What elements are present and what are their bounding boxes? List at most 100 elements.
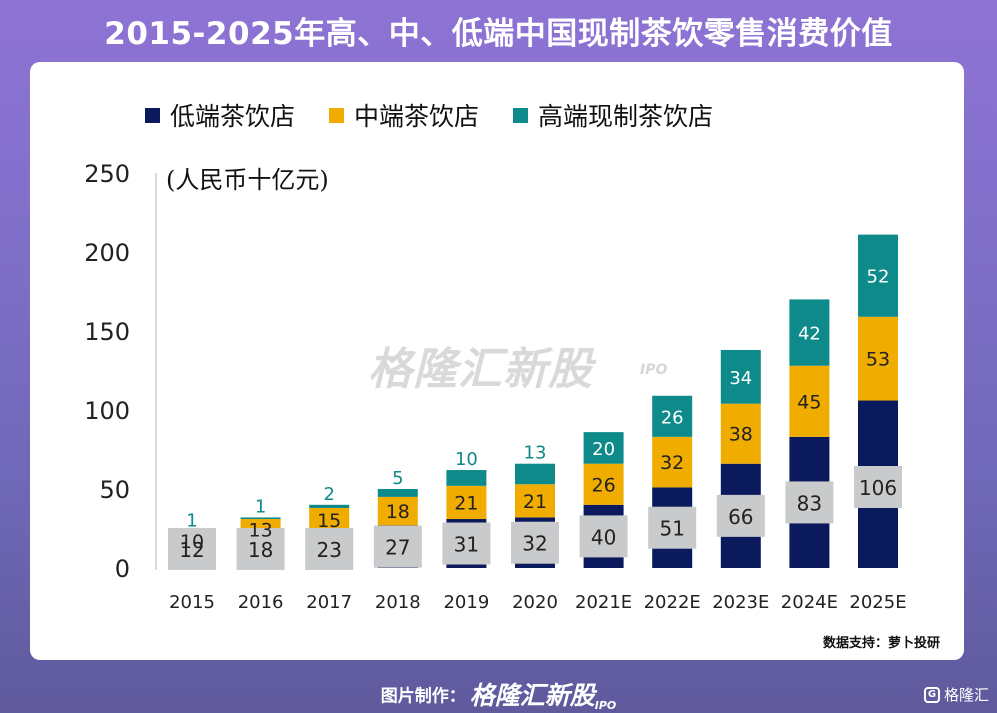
data-label-low: 51	[659, 517, 684, 541]
y-tick-label: 200	[84, 239, 130, 267]
bar-segment	[858, 234, 898, 317]
corner-logo: G 格隆汇	[923, 684, 989, 705]
data-label-high: 2	[323, 484, 334, 505]
footer-label: 图片制作：	[380, 686, 466, 707]
bar-segment	[515, 463, 555, 485]
y-tick-label: 250	[84, 160, 130, 188]
data-label-low: 23	[316, 538, 341, 562]
data-label-mid: 45	[797, 391, 821, 413]
x-tick-label: 2023E	[712, 592, 769, 613]
page-title: 2015-2025年高、中、低端中国现制茶饮零售消费价值	[104, 16, 893, 52]
bar-segment	[377, 489, 418, 497]
data-label-mid: 21	[454, 492, 478, 514]
data-label-box	[236, 528, 285, 570]
legend-label-high: 高端现制茶饮店	[538, 102, 714, 131]
data-label-low: 66	[728, 505, 753, 529]
x-tick-label: 2018	[375, 592, 421, 613]
data-label-high: 26	[661, 407, 684, 428]
data-label-mid: 38	[729, 424, 753, 446]
x-tick-label: 2021E	[575, 592, 632, 613]
footer-brand: 格隆汇新股	[469, 681, 595, 710]
data-label-mid: 53	[866, 349, 890, 371]
brand-logo-icon: G	[923, 686, 940, 703]
data-label-mid: 18	[386, 501, 410, 523]
bar-segment	[858, 316, 898, 401]
bar-segment	[720, 349, 761, 404]
bar-segment	[446, 485, 487, 520]
bar-segment	[446, 470, 487, 486]
data-label-mid: 13	[249, 519, 273, 541]
legend-swatch-mid	[329, 107, 345, 123]
x-tick-label: 2016	[238, 592, 284, 613]
data-label-mid: 15	[317, 510, 341, 532]
chart-legend: 低端茶饮店 中端茶饮店 高端现制茶饮店	[145, 97, 747, 133]
data-label-low: 18	[248, 538, 273, 562]
y-tick-label: 50	[99, 476, 130, 504]
data-label-high: 20	[592, 439, 615, 460]
footer: 图片制作： 格隆汇新股IPO	[0, 676, 997, 712]
data-label-box	[854, 466, 902, 508]
bar-segment	[309, 504, 350, 508]
data-label-box	[785, 481, 834, 524]
footer-brand-sub: IPO	[594, 699, 617, 712]
data-label-high: 1	[255, 496, 266, 517]
bar-segment	[583, 463, 624, 505]
bar-segment	[377, 496, 418, 526]
data-label-box	[305, 528, 354, 570]
data-label-high: 10	[455, 449, 478, 470]
data-label-high: 1	[186, 511, 197, 532]
bar-segment	[652, 436, 693, 488]
watermark-sub: IPO	[640, 362, 668, 378]
legend-item-mid: 中端茶饮店	[329, 97, 479, 133]
data-label-low: 12	[179, 538, 204, 562]
bar-segment	[789, 365, 830, 437]
data-label-high: 13	[524, 443, 547, 464]
data-label-box	[373, 525, 422, 568]
corner-logo-text: 格隆汇	[943, 686, 989, 704]
data-label-low: 106	[859, 476, 897, 500]
legend-item-low: 低端茶饮店	[145, 97, 295, 133]
data-label-high: 52	[867, 267, 890, 288]
data-label-low: 83	[797, 491, 822, 515]
bar-segment	[309, 507, 350, 532]
data-label-box	[168, 528, 216, 570]
bar-segment	[240, 517, 281, 520]
y-tick-label: 150	[84, 318, 130, 346]
data-label-high: 42	[798, 324, 821, 345]
x-tick-label: 2025E	[849, 592, 906, 613]
data-label-box	[648, 506, 697, 549]
data-source: 数据支持：萝卜投研	[822, 636, 940, 651]
data-label-low: 40	[591, 525, 616, 549]
data-label-mid: 32	[660, 452, 684, 474]
y-tick-label: 0	[115, 555, 130, 583]
data-label-box	[442, 522, 491, 565]
x-tick-label: 2017	[306, 592, 352, 613]
y-axis-unit-label: (人民币十亿元)	[166, 166, 329, 194]
legend-swatch-low	[145, 107, 160, 123]
data-label-low: 32	[522, 532, 547, 556]
watermark: 格隆汇新股	[368, 344, 593, 395]
legend-label-low: 低端茶饮店	[170, 102, 296, 131]
y-tick-label: 100	[84, 397, 130, 425]
bar-segment	[583, 432, 624, 464]
legend-item-high: 高端现制茶饮店	[513, 97, 713, 133]
data-label-low: 27	[385, 536, 410, 560]
x-tick-label: 2019	[443, 592, 489, 613]
x-tick-label: 2022E	[644, 592, 701, 613]
legend-swatch-high	[513, 107, 529, 123]
data-label-mid: 21	[523, 491, 547, 513]
x-tick-label: 2020	[512, 592, 558, 613]
bar-segment	[720, 403, 761, 464]
data-label-box	[579, 515, 628, 558]
data-label-mid: 26	[592, 474, 616, 496]
x-tick-label: 2015	[169, 592, 215, 613]
data-label-box	[511, 521, 559, 564]
legend-label-mid: 中端茶饮店	[354, 102, 480, 131]
data-label-box	[716, 494, 765, 537]
x-tick-label: 2024E	[781, 592, 838, 613]
data-label-high: 5	[392, 468, 403, 489]
data-label-low: 31	[454, 533, 479, 557]
data-label-high: 34	[729, 368, 752, 389]
bar-segment	[515, 484, 555, 518]
